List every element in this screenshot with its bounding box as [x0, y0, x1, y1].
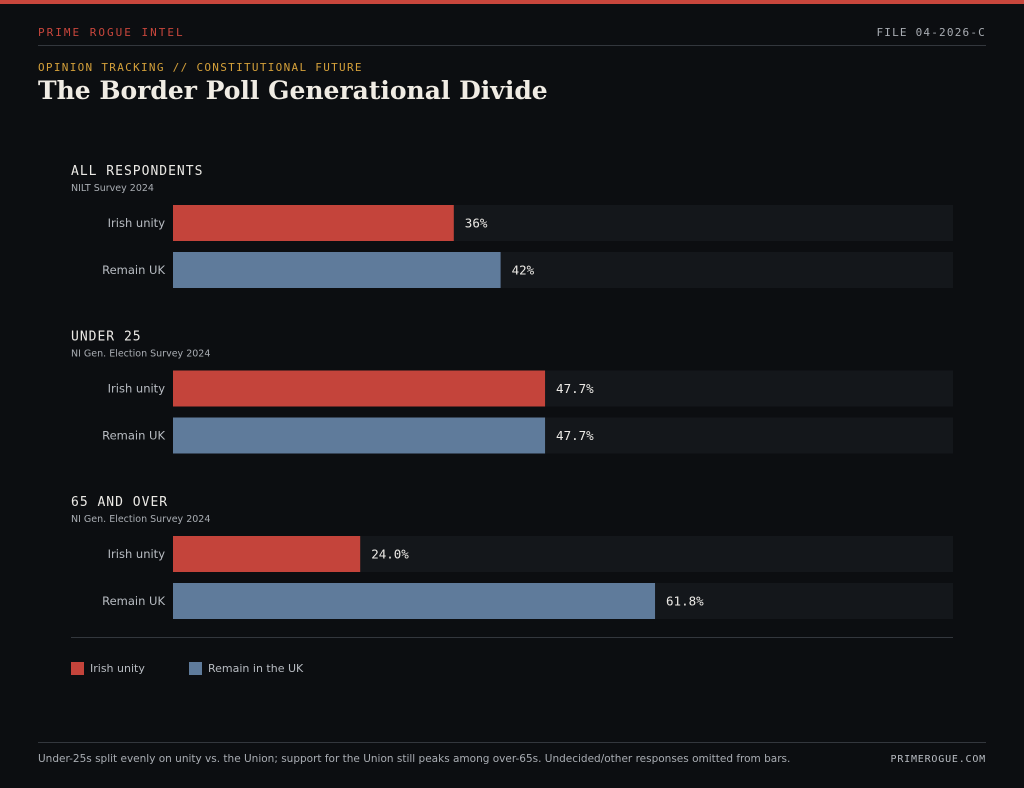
data-label: 36%: [465, 216, 488, 231]
legend-divider: [71, 637, 953, 638]
data-label: 61.8%: [666, 594, 704, 609]
footer-divider: [38, 742, 986, 743]
category-label: Irish unity: [108, 547, 166, 561]
data-label: 42%: [512, 263, 535, 278]
bar: [173, 583, 656, 619]
group-source: NILT Survey 2024: [71, 183, 154, 194]
category-label: Irish unity: [108, 216, 166, 230]
legend-label: Remain in the UK: [208, 662, 304, 675]
file-id: FILE 04-2026-C: [876, 26, 986, 39]
site-url: PRIMEROGUE.COM: [890, 754, 986, 765]
category-label: Remain UK: [102, 263, 165, 277]
bar: [173, 252, 501, 288]
data-label: 47.7%: [556, 381, 594, 396]
data-label: 47.7%: [556, 428, 594, 443]
group-title: UNDER 25: [71, 330, 142, 345]
legend-label: Irish unity: [90, 662, 145, 675]
bar: [173, 536, 361, 572]
category-label: Remain UK: [102, 594, 165, 608]
legend-swatch: [71, 662, 84, 675]
category-label: Remain UK: [102, 429, 165, 443]
group-source: NI Gen. Election Survey 2024: [71, 349, 210, 360]
legend-swatch: [189, 662, 202, 675]
page-title: The Border Poll Generational Divide: [38, 76, 548, 105]
bar: [173, 205, 454, 241]
header-divider: [38, 45, 986, 46]
bar: [173, 370, 546, 407]
group-title: ALL RESPONDENTS: [71, 164, 203, 179]
group-source: NI Gen. Election Survey 2024: [71, 514, 210, 525]
footnote: Under-25s split evenly on unity vs. the …: [38, 753, 791, 765]
group-title: 65 AND OVER: [71, 495, 168, 510]
bar: [173, 417, 546, 454]
category-label: Irish unity: [108, 382, 166, 396]
kicker: OPINION TRACKING // CONSTITUTIONAL FUTUR…: [38, 61, 363, 74]
brand-name: PRIME ROGUE INTEL: [38, 26, 185, 39]
bar-chart: ALL RESPONDENTS NILT Survey 2024 Irish uni…: [71, 164, 953, 675]
top-accent-bar: [0, 0, 1024, 4]
data-label: 24.0%: [371, 547, 409, 562]
